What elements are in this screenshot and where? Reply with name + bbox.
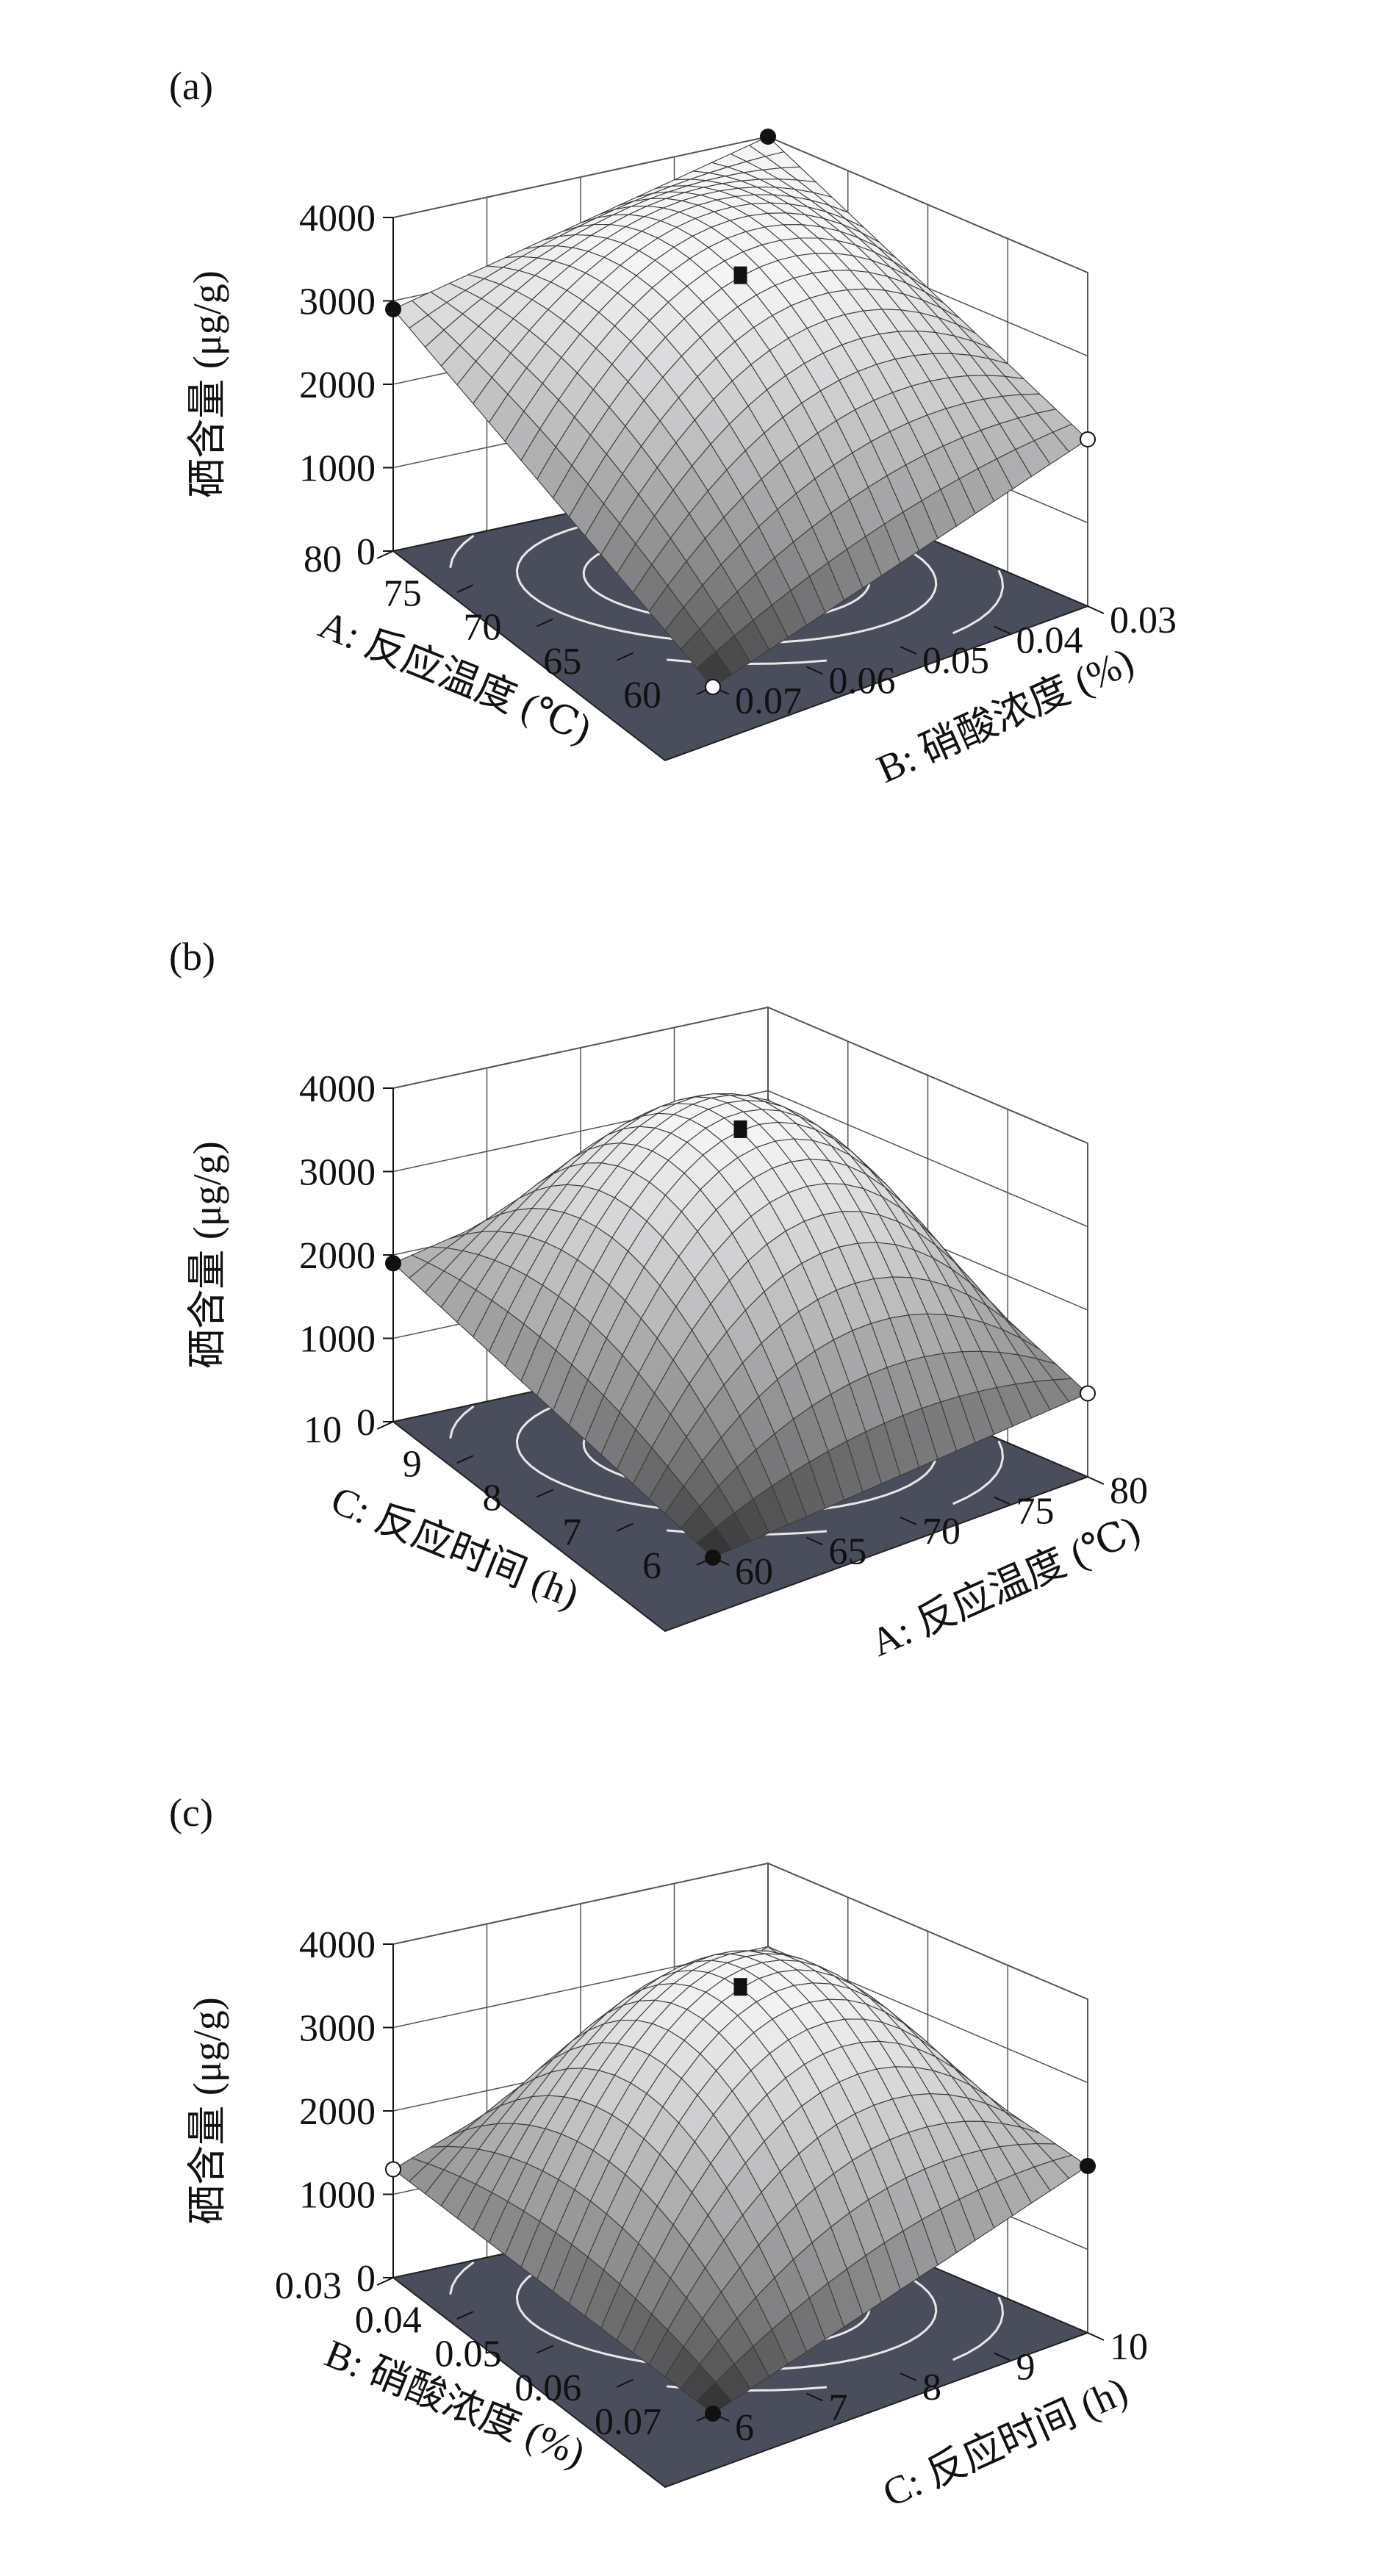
z-axis-tick: 2000 — [299, 2091, 376, 2133]
z-axis-tick: 0 — [356, 1402, 376, 1444]
left-axis-tick: 0.07 — [595, 2401, 661, 2443]
panel-b: 10 9 8 7 6 60 65 70 75 80 C: 反应时间 (h) A: 反应温度 (℃) 0 1… — [0, 871, 1389, 1716]
z-axis-title: 硒含量 (μg/g) — [185, 1997, 229, 2224]
right-axis-tick: 7 — [829, 2387, 848, 2429]
left-axis-tick: 8 — [483, 1478, 502, 1519]
left-axis: 10 9 8 7 6 — [304, 1409, 714, 1587]
z-axis-tick: 4000 — [299, 1924, 376, 1966]
response-surface — [392, 1946, 1088, 2414]
design-point-filled — [705, 2406, 721, 2422]
z-axis-tick: 3000 — [299, 1152, 376, 1194]
right-axis: 60 65 70 75 80 — [712, 1470, 1148, 1593]
left-axis-tick: 75 — [384, 572, 422, 614]
panel-c: 0.03 0.04 0.05 0.06 0.07 6 7 8 9 10 B: 硝酸浓度 (%) C: … — [0, 1727, 1389, 2572]
center-point-marker — [733, 1978, 747, 1996]
left-axis-tick: 10 — [304, 1409, 342, 1451]
response-surface — [392, 136, 1088, 688]
z-axis-tick: 1000 — [299, 2175, 376, 2217]
z-axis-tick: 0 — [356, 2258, 376, 2300]
design-point-open — [1080, 1385, 1096, 1402]
z-axis-tick: 4000 — [299, 198, 376, 240]
left-axis-tick: 0.03 — [275, 2265, 342, 2307]
z-axis-tick: 3000 — [299, 281, 376, 323]
design-point-open — [385, 2161, 401, 2178]
right-axis-tick: 0.04 — [1016, 620, 1083, 662]
z-axis-title: 硒含量 (μg/g) — [185, 270, 229, 497]
panel-label: (c) — [169, 1791, 213, 1835]
right-axis-tick: 0.07 — [735, 680, 802, 722]
right-axis-tick: 0.05 — [922, 640, 989, 682]
design-point-filled — [385, 301, 401, 317]
left-axis-tick: 70 — [464, 607, 502, 649]
z-axis-tick: 2000 — [299, 364, 376, 406]
design-points — [385, 1120, 1096, 1566]
right-axis-tick: 0.06 — [829, 661, 896, 702]
left-axis: 0.03 0.04 0.05 0.06 0.07 — [275, 2265, 714, 2443]
response-surface — [392, 1093, 1088, 1558]
right-axis-tick: 9 — [1016, 2347, 1036, 2389]
center-point-marker — [733, 266, 747, 284]
z-axis-tick: 1000 — [299, 1319, 376, 1361]
right-axis-tick: 80 — [1110, 1470, 1148, 1512]
left-axis-tick: 0.06 — [514, 2367, 581, 2409]
z-axis: 0 1000 2000 3000 4000 — [299, 1068, 394, 1444]
design-point-filled — [760, 129, 776, 145]
right-axis-tick: 65 — [829, 1531, 867, 1573]
panel-label: (b) — [169, 935, 215, 979]
z-axis-tick: 2000 — [299, 1235, 376, 1277]
right-axis-tick: 70 — [922, 1511, 961, 1553]
right-axis: 6 7 8 9 10 — [712, 2326, 1148, 2449]
z-axis-tick: 3000 — [299, 2008, 376, 2050]
left-axis: 80 75 70 65 60 — [304, 539, 714, 716]
right-axis-tick: 10 — [1110, 2326, 1148, 2368]
right-axis-tick: 60 — [735, 1551, 773, 1593]
left-axis-tick: 6 — [642, 1545, 661, 1587]
z-axis-title: 硒含量 (μg/g) — [185, 1141, 229, 1368]
design-point-filled — [385, 1255, 401, 1272]
left-axis-tick: 60 — [623, 674, 661, 716]
design-point-filled — [705, 1550, 721, 1566]
design-points — [385, 129, 1096, 695]
left-axis-tick: 0.05 — [435, 2334, 502, 2375]
z-axis-tick: 1000 — [299, 448, 376, 490]
right-axis-tick: 0.03 — [1110, 600, 1177, 641]
left-axis-tick: 80 — [304, 539, 342, 580]
surface-chart-c: 0.030.040.050.060.07 6 7 8 9 10B: 硝酸浓度 (%) C: … — [169, 1791, 1148, 2516]
z-axis: 0 1000 2000 3000 4000 — [299, 198, 394, 573]
design-points — [385, 1978, 1096, 2422]
design-point-open — [705, 679, 721, 695]
right-axis-tick: 6 — [735, 2407, 754, 2449]
center-point-marker — [733, 1120, 747, 1138]
right-axis: 0.07 0.06 0.05 0.04 0.03 — [712, 600, 1177, 722]
left-axis-tick: 7 — [562, 1511, 581, 1553]
left-axis-tick: 65 — [543, 641, 581, 683]
panel-a: 80 75 70 65 60 0.07 0.06 0.05 0.04 0.03 A: 反应温度 (℃… — [0, 0, 1389, 845]
z-axis: 0 1000 2000 3000 4000 — [299, 1924, 394, 2300]
z-axis-tick: 4000 — [299, 1068, 376, 1110]
left-axis-tick: 0.04 — [355, 2299, 422, 2341]
design-point-open — [1080, 431, 1096, 447]
design-point-filled — [1080, 2158, 1096, 2174]
panel-label: (a) — [169, 64, 213, 108]
right-axis-tick: 75 — [1016, 1491, 1055, 1533]
z-axis-tick: 0 — [356, 531, 376, 573]
left-axis-tick: 9 — [403, 1443, 422, 1485]
right-axis-tick: 8 — [922, 2367, 941, 2408]
